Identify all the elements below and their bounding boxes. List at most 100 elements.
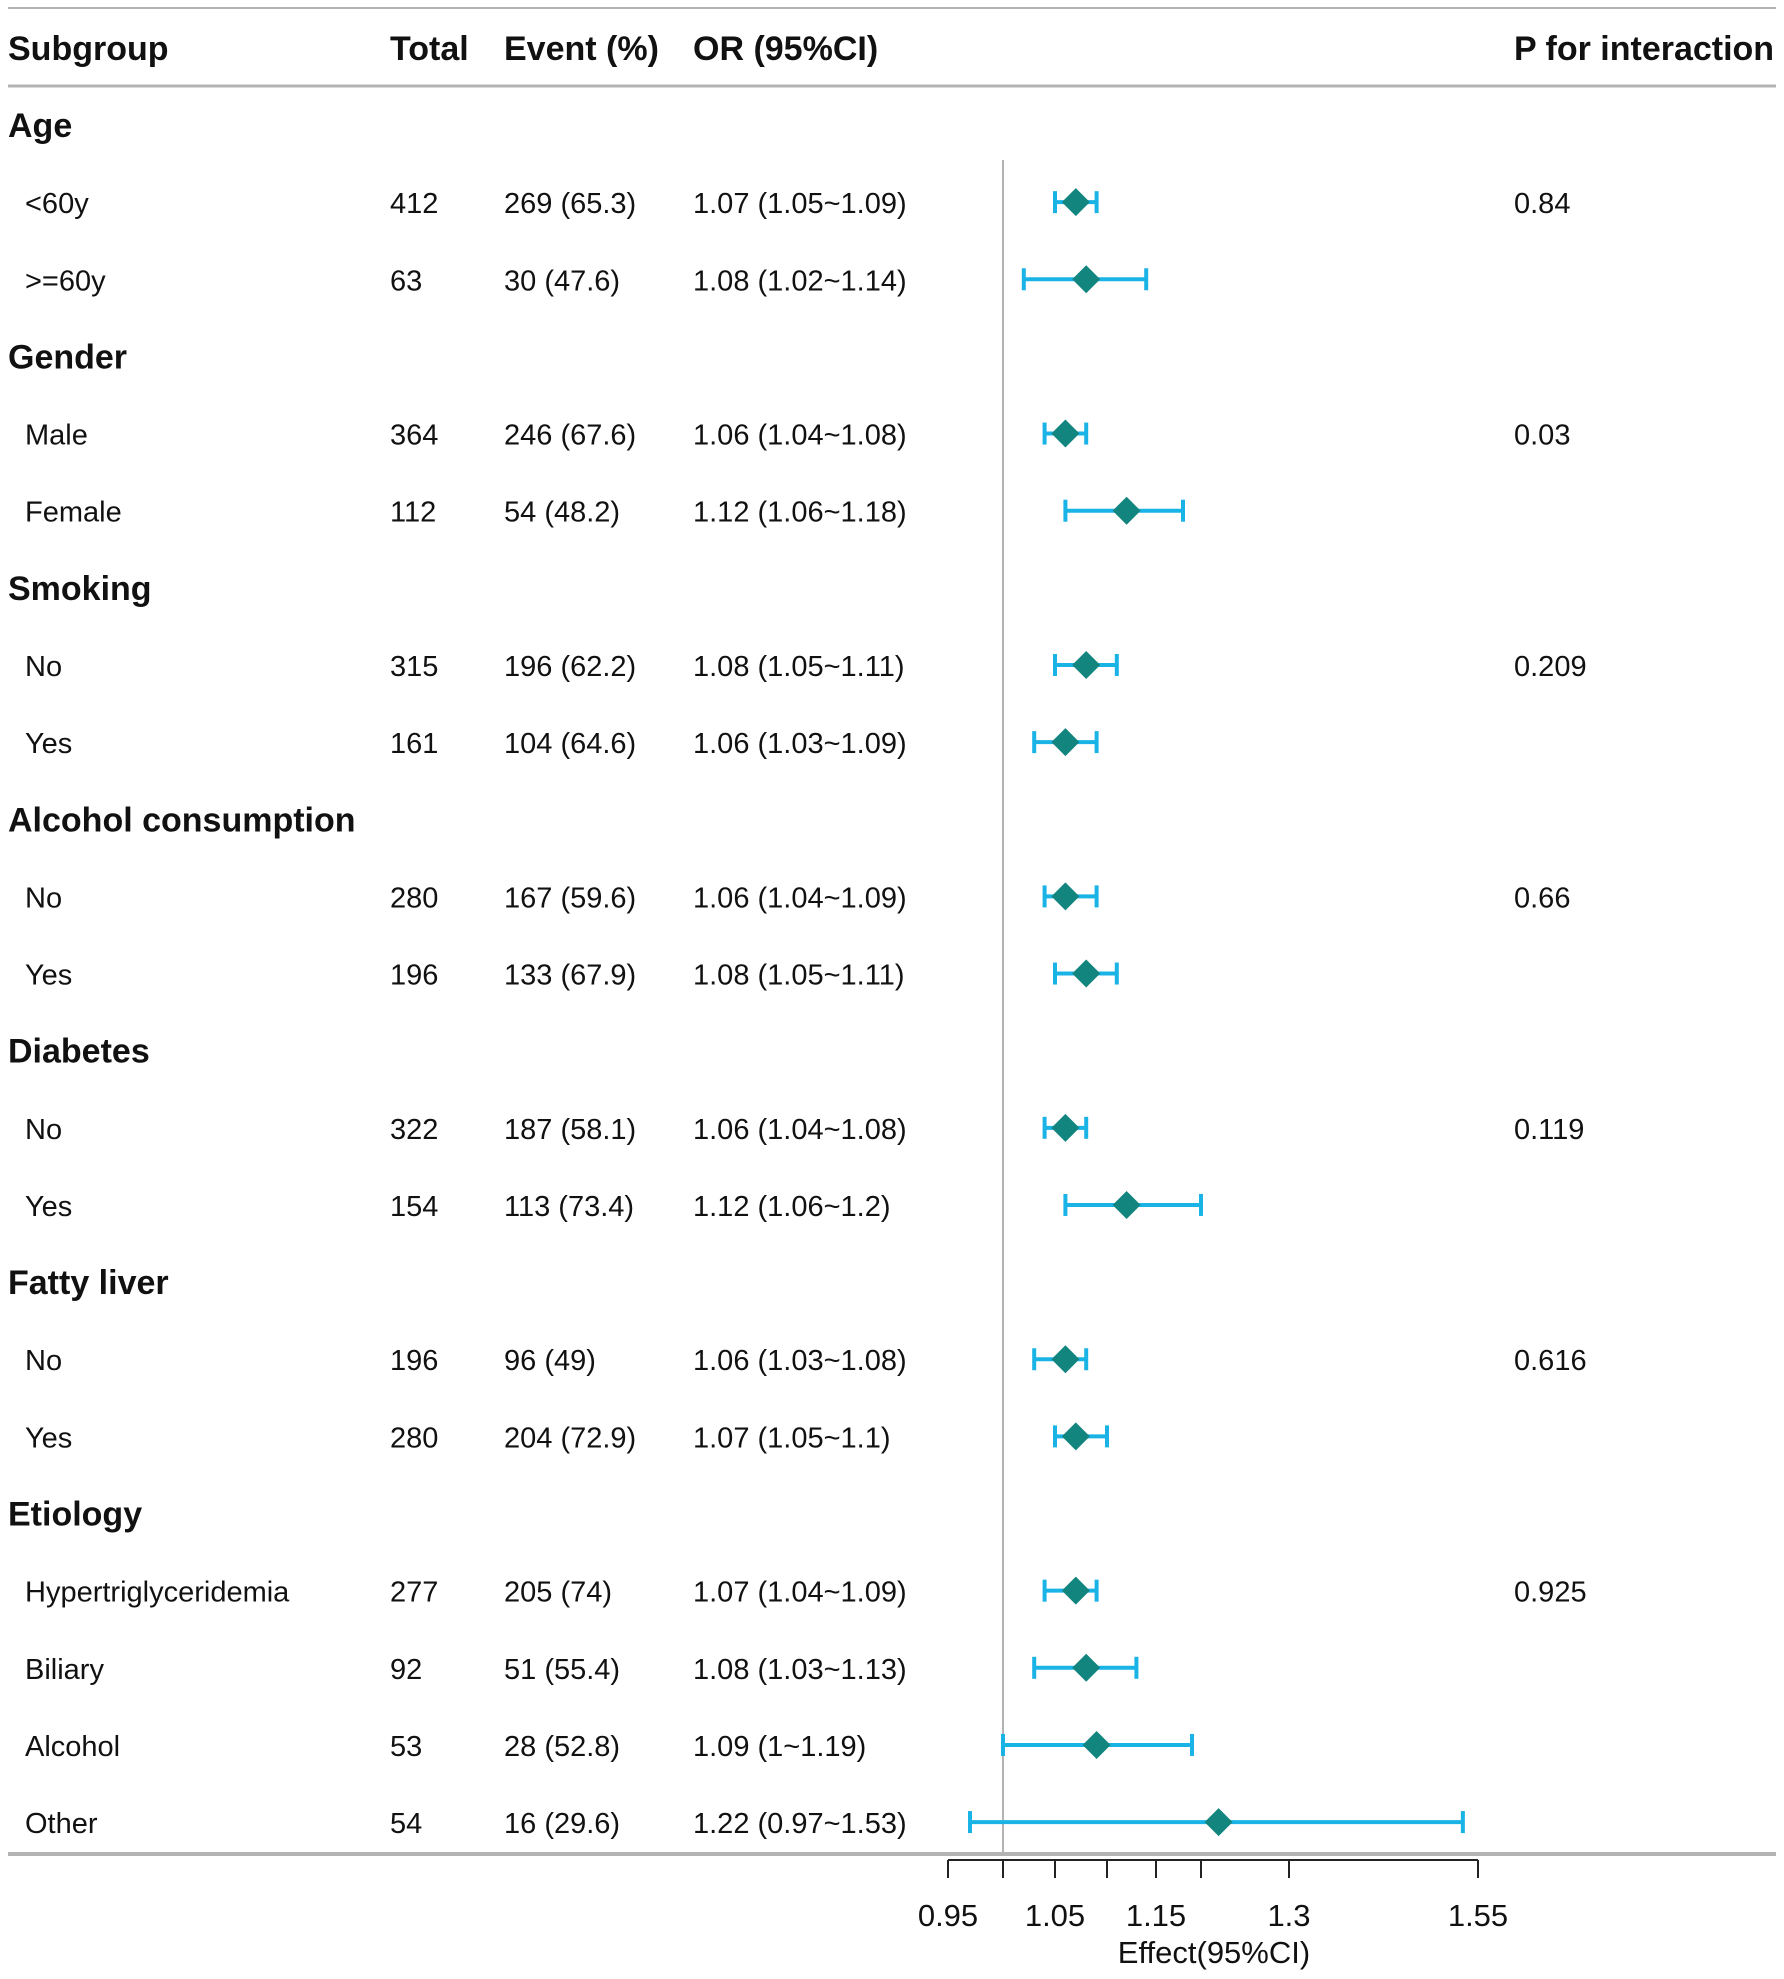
group-heading: Smoking bbox=[8, 570, 152, 608]
group-heading: Diabetes bbox=[8, 1033, 150, 1071]
point-estimate bbox=[1051, 728, 1080, 757]
column-header-subgroup: Subgroup bbox=[8, 30, 169, 68]
subgroup-label: Female bbox=[25, 497, 122, 529]
subgroup-label: Yes bbox=[25, 1422, 72, 1454]
or-ci-value: 1.07 (1.05~1.1) bbox=[693, 1422, 891, 1454]
or-ci-value: 1.08 (1.02~1.14) bbox=[693, 265, 907, 297]
total-value: 63 bbox=[390, 265, 422, 297]
point-estimate bbox=[1061, 1576, 1090, 1605]
subgroup-label: No bbox=[25, 651, 62, 683]
total-value: 92 bbox=[390, 1654, 422, 1686]
point-estimate bbox=[1072, 959, 1101, 988]
or-ci-value: 1.06 (1.03~1.09) bbox=[693, 728, 907, 760]
subgroup-label: Hypertriglyceridemia bbox=[25, 1577, 290, 1609]
total-value: 161 bbox=[390, 728, 438, 760]
subgroup-label: Yes bbox=[25, 1191, 72, 1223]
p-interaction-value: 0.616 bbox=[1514, 1345, 1587, 1377]
point-estimate bbox=[1072, 1653, 1101, 1682]
event-value: 196 (62.2) bbox=[504, 651, 636, 683]
subgroup-label: Biliary bbox=[25, 1654, 104, 1686]
or-ci-value: 1.22 (0.97~1.53) bbox=[693, 1808, 907, 1840]
or-ci-value: 1.06 (1.04~1.08) bbox=[693, 1114, 907, 1146]
event-value: 167 (59.6) bbox=[504, 882, 636, 914]
column-header-p-interaction: P for interaction bbox=[1514, 30, 1774, 68]
subgroup-label: No bbox=[25, 1345, 62, 1377]
point-estimate bbox=[1072, 650, 1101, 679]
subgroup-label: <60y bbox=[25, 188, 89, 220]
subgroup-label: No bbox=[25, 882, 62, 914]
total-value: 54 bbox=[390, 1808, 422, 1840]
point-estimate bbox=[1082, 1730, 1111, 1759]
point-estimate bbox=[1061, 188, 1090, 217]
subgroup-label: Other bbox=[25, 1808, 98, 1840]
event-value: 205 (74) bbox=[504, 1577, 612, 1609]
group-heading: Etiology bbox=[8, 1496, 142, 1534]
column-header-or: OR (95%CI) bbox=[693, 30, 878, 68]
event-value: 54 (48.2) bbox=[504, 497, 620, 529]
total-value: 322 bbox=[390, 1114, 438, 1146]
point-estimate bbox=[1051, 1345, 1080, 1374]
point-estimate bbox=[1112, 496, 1141, 525]
p-interaction-value: 0.209 bbox=[1514, 651, 1587, 683]
subgroup-label: Male bbox=[25, 420, 88, 452]
group-heading: Alcohol consumption bbox=[8, 801, 356, 839]
total-value: 196 bbox=[390, 960, 438, 992]
p-interaction-value: 0.03 bbox=[1514, 420, 1570, 452]
x-tick-label: 0.95 bbox=[918, 1898, 978, 1933]
total-value: 315 bbox=[390, 651, 438, 683]
event-value: 269 (65.3) bbox=[504, 188, 636, 220]
effect-marks bbox=[968, 188, 1465, 1837]
or-ci-value: 1.08 (1.05~1.11) bbox=[693, 651, 904, 683]
column-header-total: Total bbox=[390, 30, 469, 68]
group-heading: Fatty liver bbox=[8, 1264, 169, 1302]
x-tick-label: 1.05 bbox=[1025, 1898, 1085, 1933]
event-value: 51 (55.4) bbox=[504, 1654, 620, 1686]
subgroup-label: Alcohol bbox=[25, 1731, 120, 1763]
total-value: 112 bbox=[390, 497, 436, 529]
group-heading: Gender bbox=[8, 338, 127, 376]
point-estimate bbox=[1051, 1113, 1080, 1142]
p-interaction-value: 0.84 bbox=[1514, 188, 1570, 220]
event-value: 133 (67.9) bbox=[504, 960, 636, 992]
total-value: 154 bbox=[390, 1191, 438, 1223]
or-ci-value: 1.08 (1.03~1.13) bbox=[693, 1654, 907, 1686]
or-ci-value: 1.06 (1.03~1.08) bbox=[693, 1345, 907, 1377]
event-value: 104 (64.6) bbox=[504, 728, 636, 760]
point-estimate bbox=[1051, 882, 1080, 911]
total-value: 364 bbox=[390, 420, 438, 452]
table-rows: Age <60y 412 269 (65.3) 1.07 (1.05~1.09) 0.84… bbox=[8, 107, 1587, 1840]
subgroup-label: Yes bbox=[25, 728, 72, 760]
column-header-event: Event (%) bbox=[504, 30, 659, 68]
event-value: 96 (49) bbox=[504, 1345, 596, 1377]
or-ci-value: 1.12 (1.06~1.2) bbox=[693, 1191, 891, 1223]
subgroup-label: No bbox=[25, 1114, 62, 1146]
event-value: 113 (73.4) bbox=[504, 1191, 634, 1223]
event-value: 204 (72.9) bbox=[504, 1422, 636, 1454]
event-value: 30 (47.6) bbox=[504, 265, 620, 297]
x-tick-label: 1.3 bbox=[1267, 1898, 1310, 1933]
event-value: 28 (52.8) bbox=[504, 1731, 620, 1763]
total-value: 280 bbox=[390, 1422, 438, 1454]
point-estimate bbox=[1112, 1190, 1141, 1219]
x-tick-label: 1.15 bbox=[1126, 1898, 1186, 1933]
subgroup-label: Yes bbox=[25, 960, 72, 992]
total-value: 412 bbox=[390, 188, 438, 220]
p-interaction-value: 0.925 bbox=[1514, 1577, 1587, 1609]
group-heading: Age bbox=[8, 107, 72, 145]
point-estimate bbox=[1051, 419, 1080, 448]
or-ci-value: 1.07 (1.04~1.09) bbox=[693, 1577, 907, 1609]
total-value: 277 bbox=[390, 1577, 438, 1609]
event-value: 246 (67.6) bbox=[504, 420, 636, 452]
point-estimate bbox=[1072, 265, 1101, 294]
or-ci-value: 1.07 (1.05~1.09) bbox=[693, 188, 907, 220]
point-estimate bbox=[1061, 1422, 1090, 1451]
or-ci-value: 1.09 (1~1.19) bbox=[693, 1731, 866, 1763]
x-axis: 0.95 1.05 1.15 1.3 1.55 bbox=[918, 1859, 1508, 1933]
total-value: 196 bbox=[390, 1345, 438, 1377]
subgroup-label: >=60y bbox=[25, 265, 106, 297]
p-interaction-value: 0.119 bbox=[1514, 1114, 1584, 1146]
event-value: 187 (58.1) bbox=[504, 1114, 636, 1146]
x-axis-label: Effect(95%CI) bbox=[1118, 1935, 1310, 1970]
point-estimate bbox=[1204, 1808, 1233, 1837]
